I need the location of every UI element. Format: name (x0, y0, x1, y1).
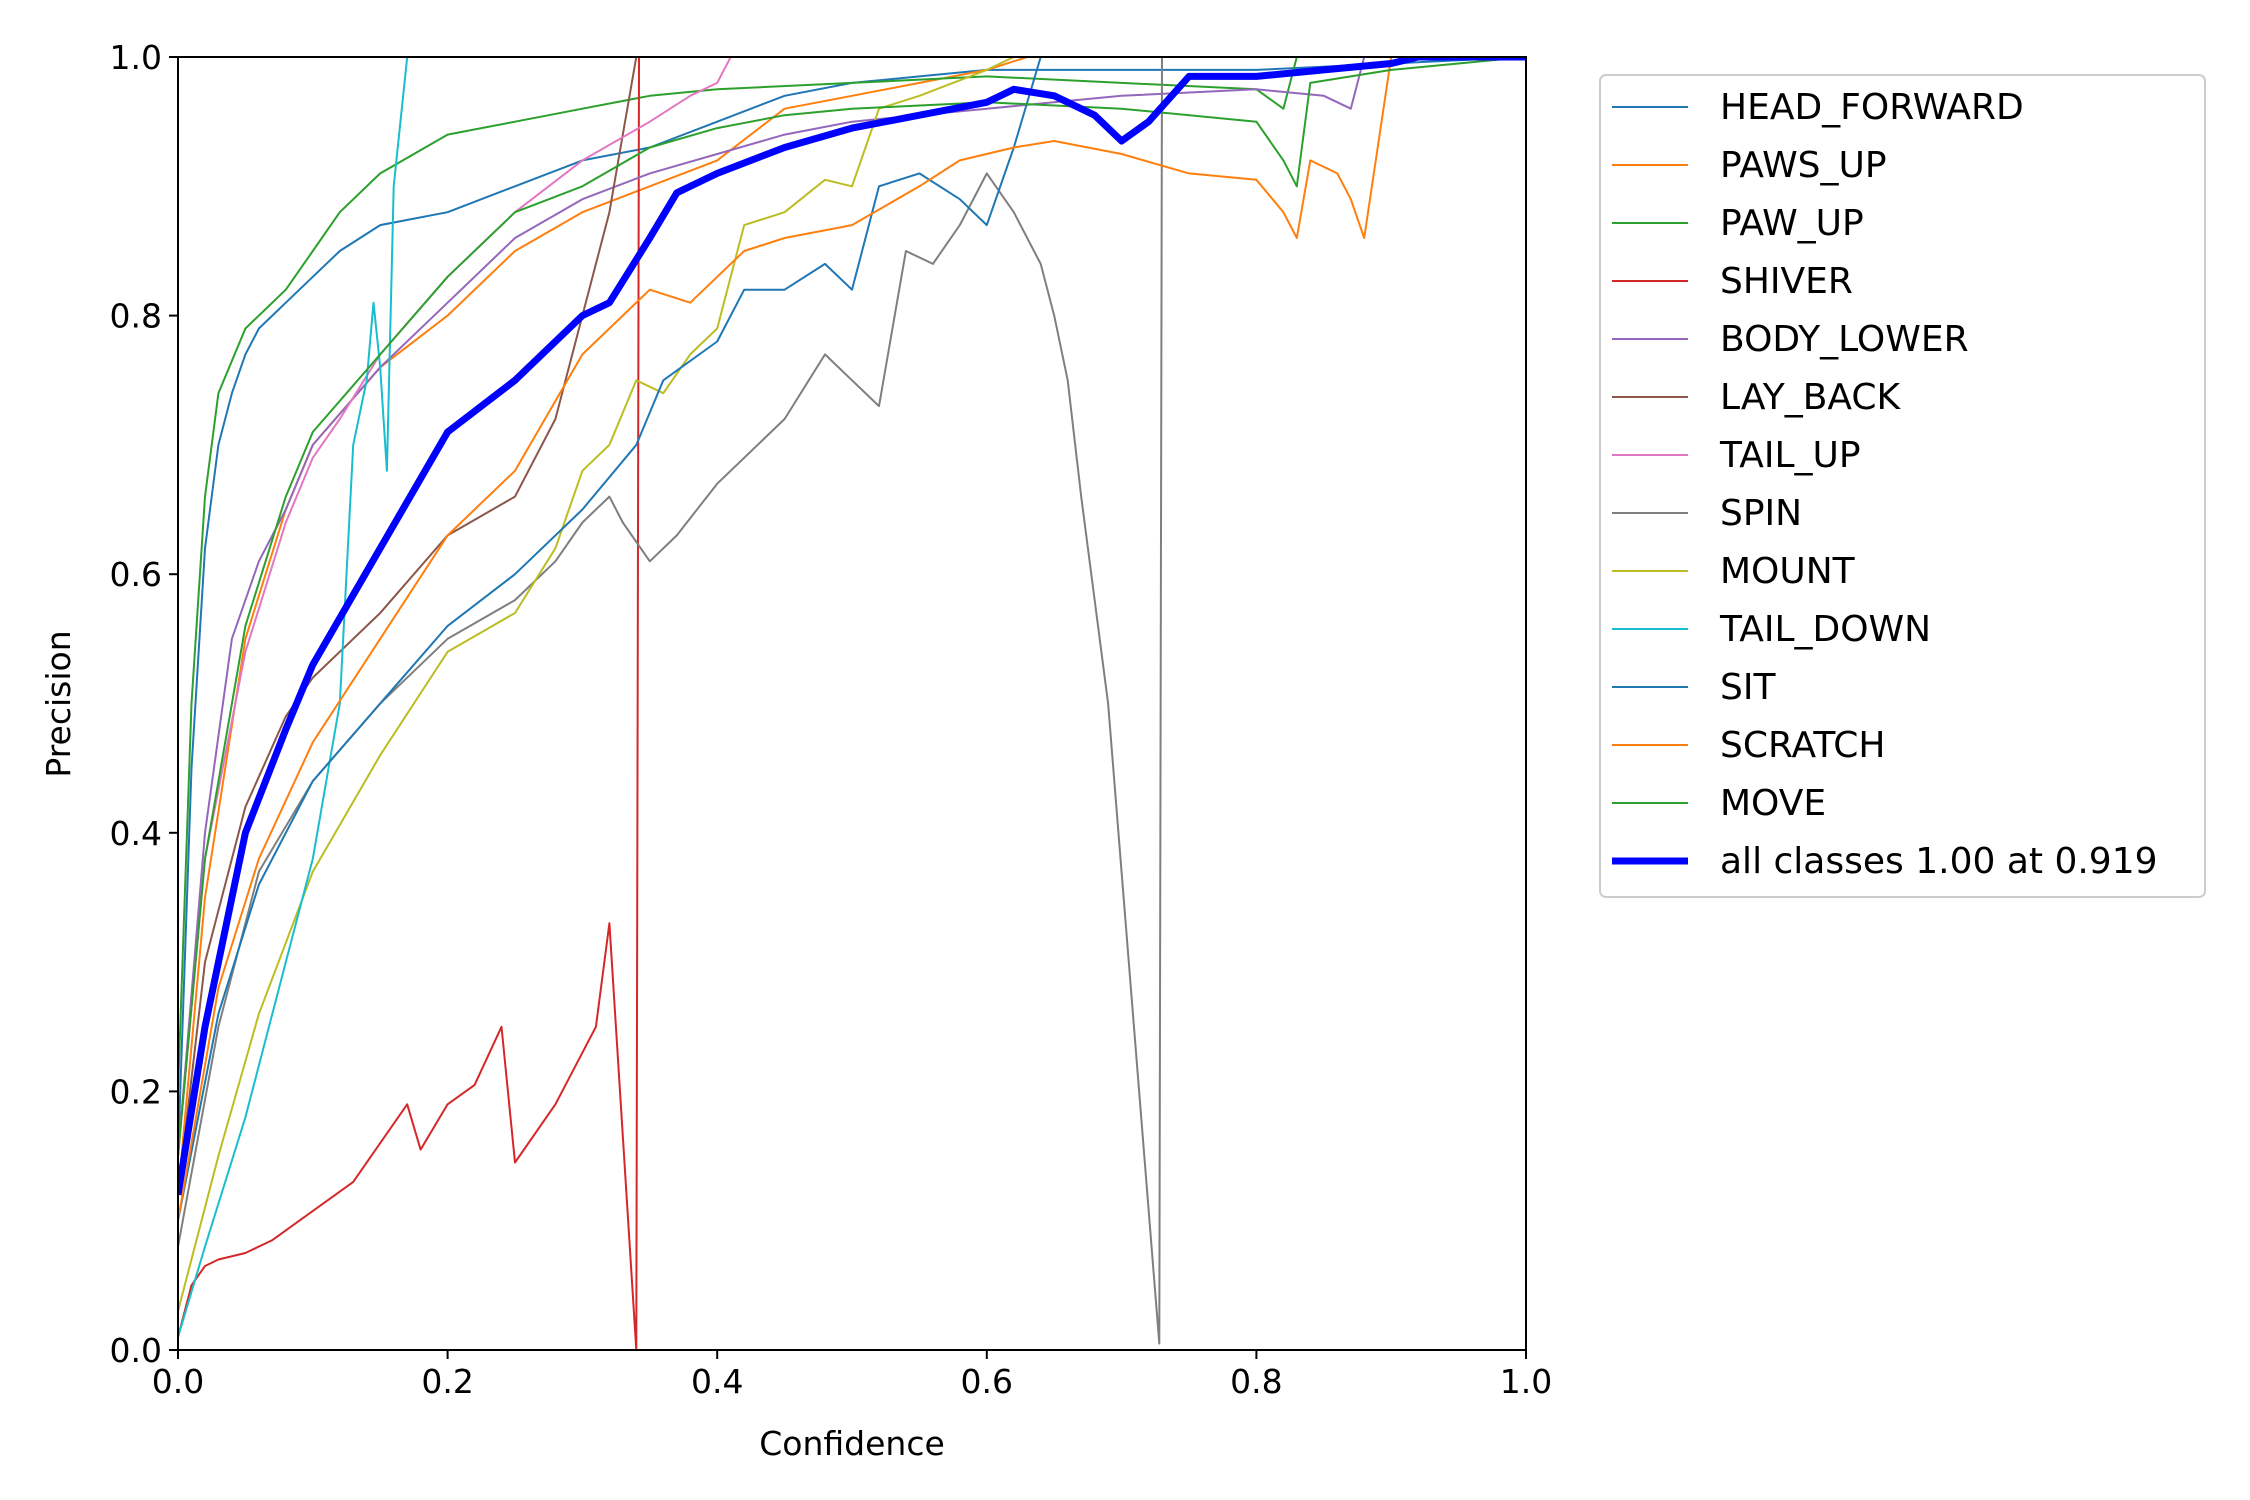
legend-label-mount: MOUNT (1720, 551, 1856, 592)
x-axis: 0.0 0.2 0.4 0.6 0.8 1.0 (152, 1350, 1552, 1401)
x-tick-label: 0.4 (691, 1362, 743, 1401)
y-tick-label: 0.0 (110, 1331, 162, 1370)
legend-label-lay-back: LAY_BACK (1720, 377, 1902, 418)
legend-label-sit: SIT (1720, 667, 1776, 708)
x-tick-label: 0.2 (421, 1362, 473, 1401)
series-line-mount (178, 57, 1526, 1312)
x-axis-label: Confidence (759, 1424, 945, 1463)
legend-label-scratch: SCRATCH (1720, 725, 1885, 766)
series-line-body-lower (178, 57, 1526, 1157)
y-tick-label: 0.2 (110, 1072, 162, 1111)
y-tick-label: 0.8 (110, 297, 162, 336)
legend-label-all-classes-1-00-at-0-919: all classes 1.00 at 0.919 (1720, 841, 2158, 882)
x-tick-label: 1.0 (1500, 1362, 1552, 1401)
series-line-all-classes-1-00-at-0-919 (178, 57, 1526, 1196)
legend-label-spin: SPIN (1720, 493, 1802, 534)
series-line-scratch (178, 57, 1526, 1221)
legend-label-tail-down: TAIL_DOWN (1719, 609, 1931, 650)
legend-box (1599, 74, 2206, 898)
y-tick-label: 0.4 (110, 814, 162, 853)
legend-label-head-forward: HEAD_FORWARD (1720, 87, 2024, 128)
legend-label-shiver: SHIVER (1720, 261, 1853, 302)
legend-label-paw-up: PAW_UP (1720, 203, 1864, 244)
series-line-sit (178, 57, 1526, 1221)
series-line-lay-back (178, 57, 1526, 1195)
series-line-head-forward (178, 57, 1526, 1157)
series-line-tail-down (178, 57, 1526, 1338)
y-tick-label: 1.0 (110, 38, 162, 77)
legend: HEAD_FORWARD PAWS_UP PAW_UP SHIVER BODY_LOWE… (1599, 74, 2206, 898)
x-tick-label: 0.0 (152, 1362, 204, 1401)
y-axis-label: Precision (39, 630, 78, 777)
y-tick-label: 0.6 (110, 555, 162, 594)
legend-label-paws-up: PAWS_UP (1720, 145, 1887, 186)
plot-frame (177, 56, 1527, 1351)
x-tick-label: 0.8 (1230, 1362, 1282, 1401)
series-line-paw-up (178, 57, 1526, 1092)
series-line-shiver (178, 57, 1526, 1350)
series-line-spin (178, 57, 1526, 1345)
legend-label-tail-up: TAIL_UP (1719, 435, 1861, 476)
series-line-move (178, 57, 1526, 1157)
legend-label-body-lower: BODY_LOWER (1720, 319, 1969, 360)
y-axis: 0.0 0.2 0.4 0.6 0.8 1.0 (110, 38, 178, 1370)
legend-label-move: MOVE (1720, 783, 1826, 824)
x-tick-label: 0.6 (961, 1362, 1013, 1401)
series-layer (178, 57, 1526, 1350)
